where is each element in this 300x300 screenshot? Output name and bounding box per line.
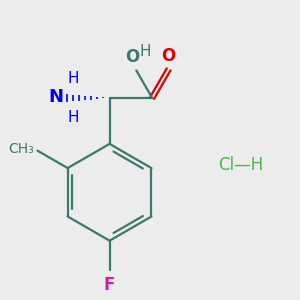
Text: O: O [161,47,176,65]
Text: F: F [104,275,115,293]
Text: Cl—H: Cl—H [218,156,263,174]
Text: O: O [125,48,140,66]
Text: H: H [67,71,79,86]
Text: H: H [139,44,151,59]
Text: H: H [67,110,79,124]
Text: N: N [49,88,64,106]
Text: CH₃: CH₃ [8,142,34,156]
